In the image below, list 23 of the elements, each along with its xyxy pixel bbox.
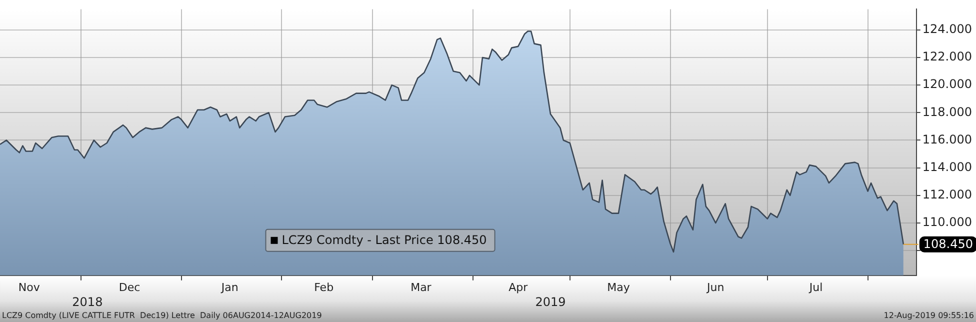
y-tick-label: 122.000 xyxy=(922,50,972,64)
x2-tick-label: 2018 xyxy=(72,294,103,309)
y-tick-label: 118.000 xyxy=(922,104,972,119)
x2-tick-label: 2019 xyxy=(535,294,566,309)
x-tick-label: Dec xyxy=(118,280,140,294)
x-tick-label: Jun xyxy=(706,280,724,294)
y-tick-label: 124.000 xyxy=(922,22,972,36)
y-tick-label: 112.000 xyxy=(922,188,972,202)
text: 12-Aug-2019 09:55:16 xyxy=(884,311,974,320)
y-tick-label: 116.000 xyxy=(922,132,972,146)
x-tick-label: Mar xyxy=(410,280,432,294)
y-tick-label: 120.000 xyxy=(922,77,972,92)
x-tick-label: Nov xyxy=(18,280,40,294)
legend-label: LCZ9 Comdty - Last Price 108.450 xyxy=(282,233,487,248)
x-tick-label: May xyxy=(607,280,630,294)
text: LCZ9 Comdty (LIVE CATTLE FUTR Dec19) Lettre Daily 06AUG2014-12AUG2019 xyxy=(2,311,322,320)
y-tick-label: 114.000 xyxy=(922,160,972,174)
x-tick-label: Jul xyxy=(808,280,823,294)
y-tick-label: 110.000 xyxy=(922,215,972,230)
x-tick-label: Feb xyxy=(314,280,334,294)
data-label: 108.450 xyxy=(923,236,973,251)
x-tick-label: Apr xyxy=(508,280,528,294)
x-tick-label: Jan xyxy=(220,280,238,294)
